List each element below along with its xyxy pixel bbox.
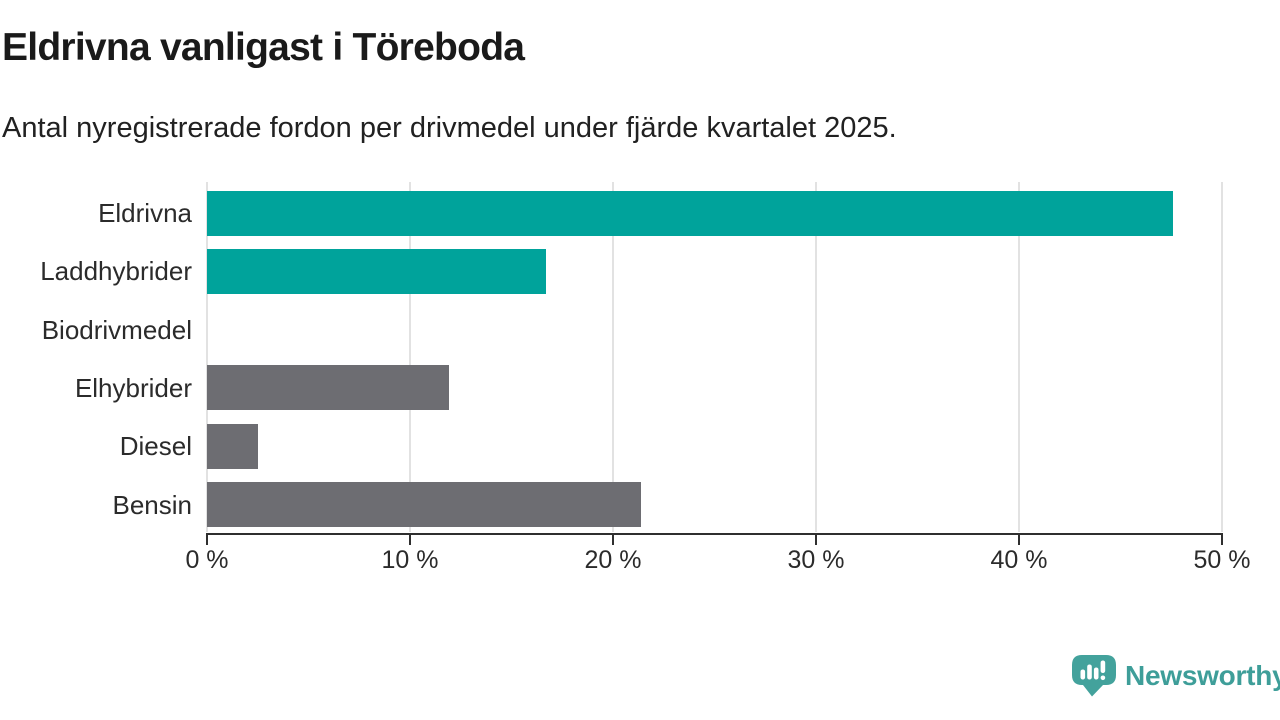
gridline-0 [206, 182, 208, 532]
bar-elhybrider [207, 365, 449, 411]
category-label-elhybrider: Elhybrider [74, 372, 192, 403]
x-tick-label-40: 40 % [990, 546, 1048, 574]
newsworthy-brand-text: Newsworthy [1125, 660, 1280, 691]
gridline-10 [409, 182, 411, 532]
bar-bensin [207, 482, 642, 527]
category-label-bensin: Bensin [112, 489, 193, 520]
chart-title: Eldrivna vanligast i Töreboda [2, 26, 525, 69]
x-axis-tick-30 [815, 535, 817, 545]
bar-eldrivna [207, 190, 1174, 236]
x-axis-tick-40 [1018, 535, 1020, 545]
x-axis-tick-50 [1221, 535, 1223, 545]
x-axis-tick-10 [409, 535, 411, 545]
x-tick-label-10: 10 % [381, 546, 439, 574]
x-axis-tick-20 [612, 535, 614, 545]
x-tick-label-0: 0 % [185, 546, 229, 574]
x-tick-label-30: 30 % [787, 546, 845, 574]
category-label-laddhybrider: Laddhybrider [40, 256, 192, 287]
x-tick-label-20: 20 % [584, 546, 642, 574]
bar-diesel [207, 423, 258, 469]
gridline-50 [1221, 182, 1223, 532]
category-label-eldrivna: Eldrivna [98, 198, 192, 228]
category-label-biodrivmedel: Biodrivmedel [41, 314, 192, 345]
gridline-40 [1018, 182, 1020, 532]
gridline-20 [612, 182, 614, 532]
category-label-diesel: Diesel [119, 431, 192, 462]
newsworthy-logo-icon [1072, 655, 1116, 697]
chart-subtitle: Antal nyregistrerade fordon per drivmede… [2, 112, 897, 144]
x-tick-label-50: 50 % [1193, 546, 1251, 574]
x-axis-tick-0 [206, 535, 208, 545]
x-axis-line [206, 533, 1223, 535]
bar-laddhybrider [207, 248, 546, 294]
footer-logo: Newsworthy [1072, 654, 1280, 698]
gridline-30 [815, 182, 817, 532]
